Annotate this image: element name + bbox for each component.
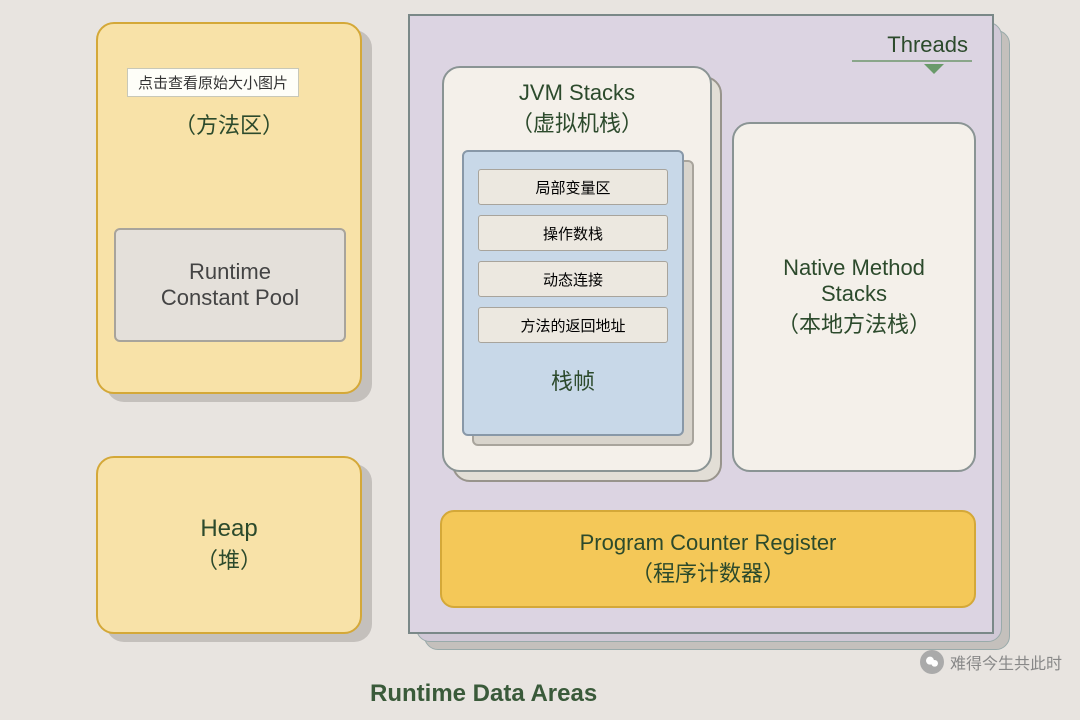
tooltip: 点击查看原始大小图片 [127, 68, 299, 97]
native-stacks-box: Native Method Stacks （本地方法栈） [732, 122, 976, 472]
heap-subtitle: （堆） [196, 543, 262, 575]
watermark-text: 难得今生共此时 [950, 650, 1062, 674]
stack-item: 动态连接 [478, 261, 668, 297]
chevron-down-icon [924, 64, 944, 74]
native-subtitle: （本地方法栈） [777, 307, 931, 339]
caption: Runtime Data Areas [370, 680, 597, 708]
watermark: 难得今生共此时 [920, 650, 1062, 674]
stack-item-label: 方法的返回地址 [520, 315, 625, 336]
native-line1: Native Method [783, 255, 925, 281]
stack-frame-box: 局部变量区 操作数栈 动态连接 方法的返回地址 栈帧 [462, 150, 684, 436]
stack-item-label: 局部变量区 [535, 177, 610, 198]
heap-box: Heap （堆） [96, 456, 362, 634]
threads-box: Threads JVM Stacks （虚拟机栈） 局部变量区 操作数栈 动态连… [408, 14, 994, 634]
stack-item: 局部变量区 [478, 169, 668, 205]
stack-item: 操作数栈 [478, 215, 668, 251]
pcr-subtitle: （程序计数器） [631, 556, 785, 588]
threads-underline [852, 60, 972, 62]
constant-pool-box: Runtime Constant Pool [114, 228, 346, 342]
stack-frame-label: 栈帧 [551, 364, 595, 396]
stack-item: 方法的返回地址 [478, 307, 668, 343]
native-line2: Stacks [821, 281, 887, 307]
jvm-stacks-title: JVM Stacks [519, 80, 635, 106]
threads-label: Threads [887, 32, 968, 58]
constant-pool-line1: Runtime [189, 259, 271, 285]
method-area-subtitle: （方法区） [174, 108, 284, 140]
jvm-stacks-box: JVM Stacks （虚拟机栈） 局部变量区 操作数栈 动态连接 方法的返回地… [442, 66, 712, 472]
pcr-title: Program Counter Register [580, 530, 837, 556]
constant-pool-line2: Constant Pool [161, 285, 299, 311]
wechat-icon [920, 650, 944, 674]
jvm-stacks-subtitle: （虚拟机栈） [511, 106, 643, 138]
stack-item-label: 操作数栈 [543, 223, 603, 244]
stack-item-label: 动态连接 [543, 269, 603, 290]
heap-title: Heap [200, 515, 257, 543]
pcr-box: Program Counter Register （程序计数器） [440, 510, 976, 608]
